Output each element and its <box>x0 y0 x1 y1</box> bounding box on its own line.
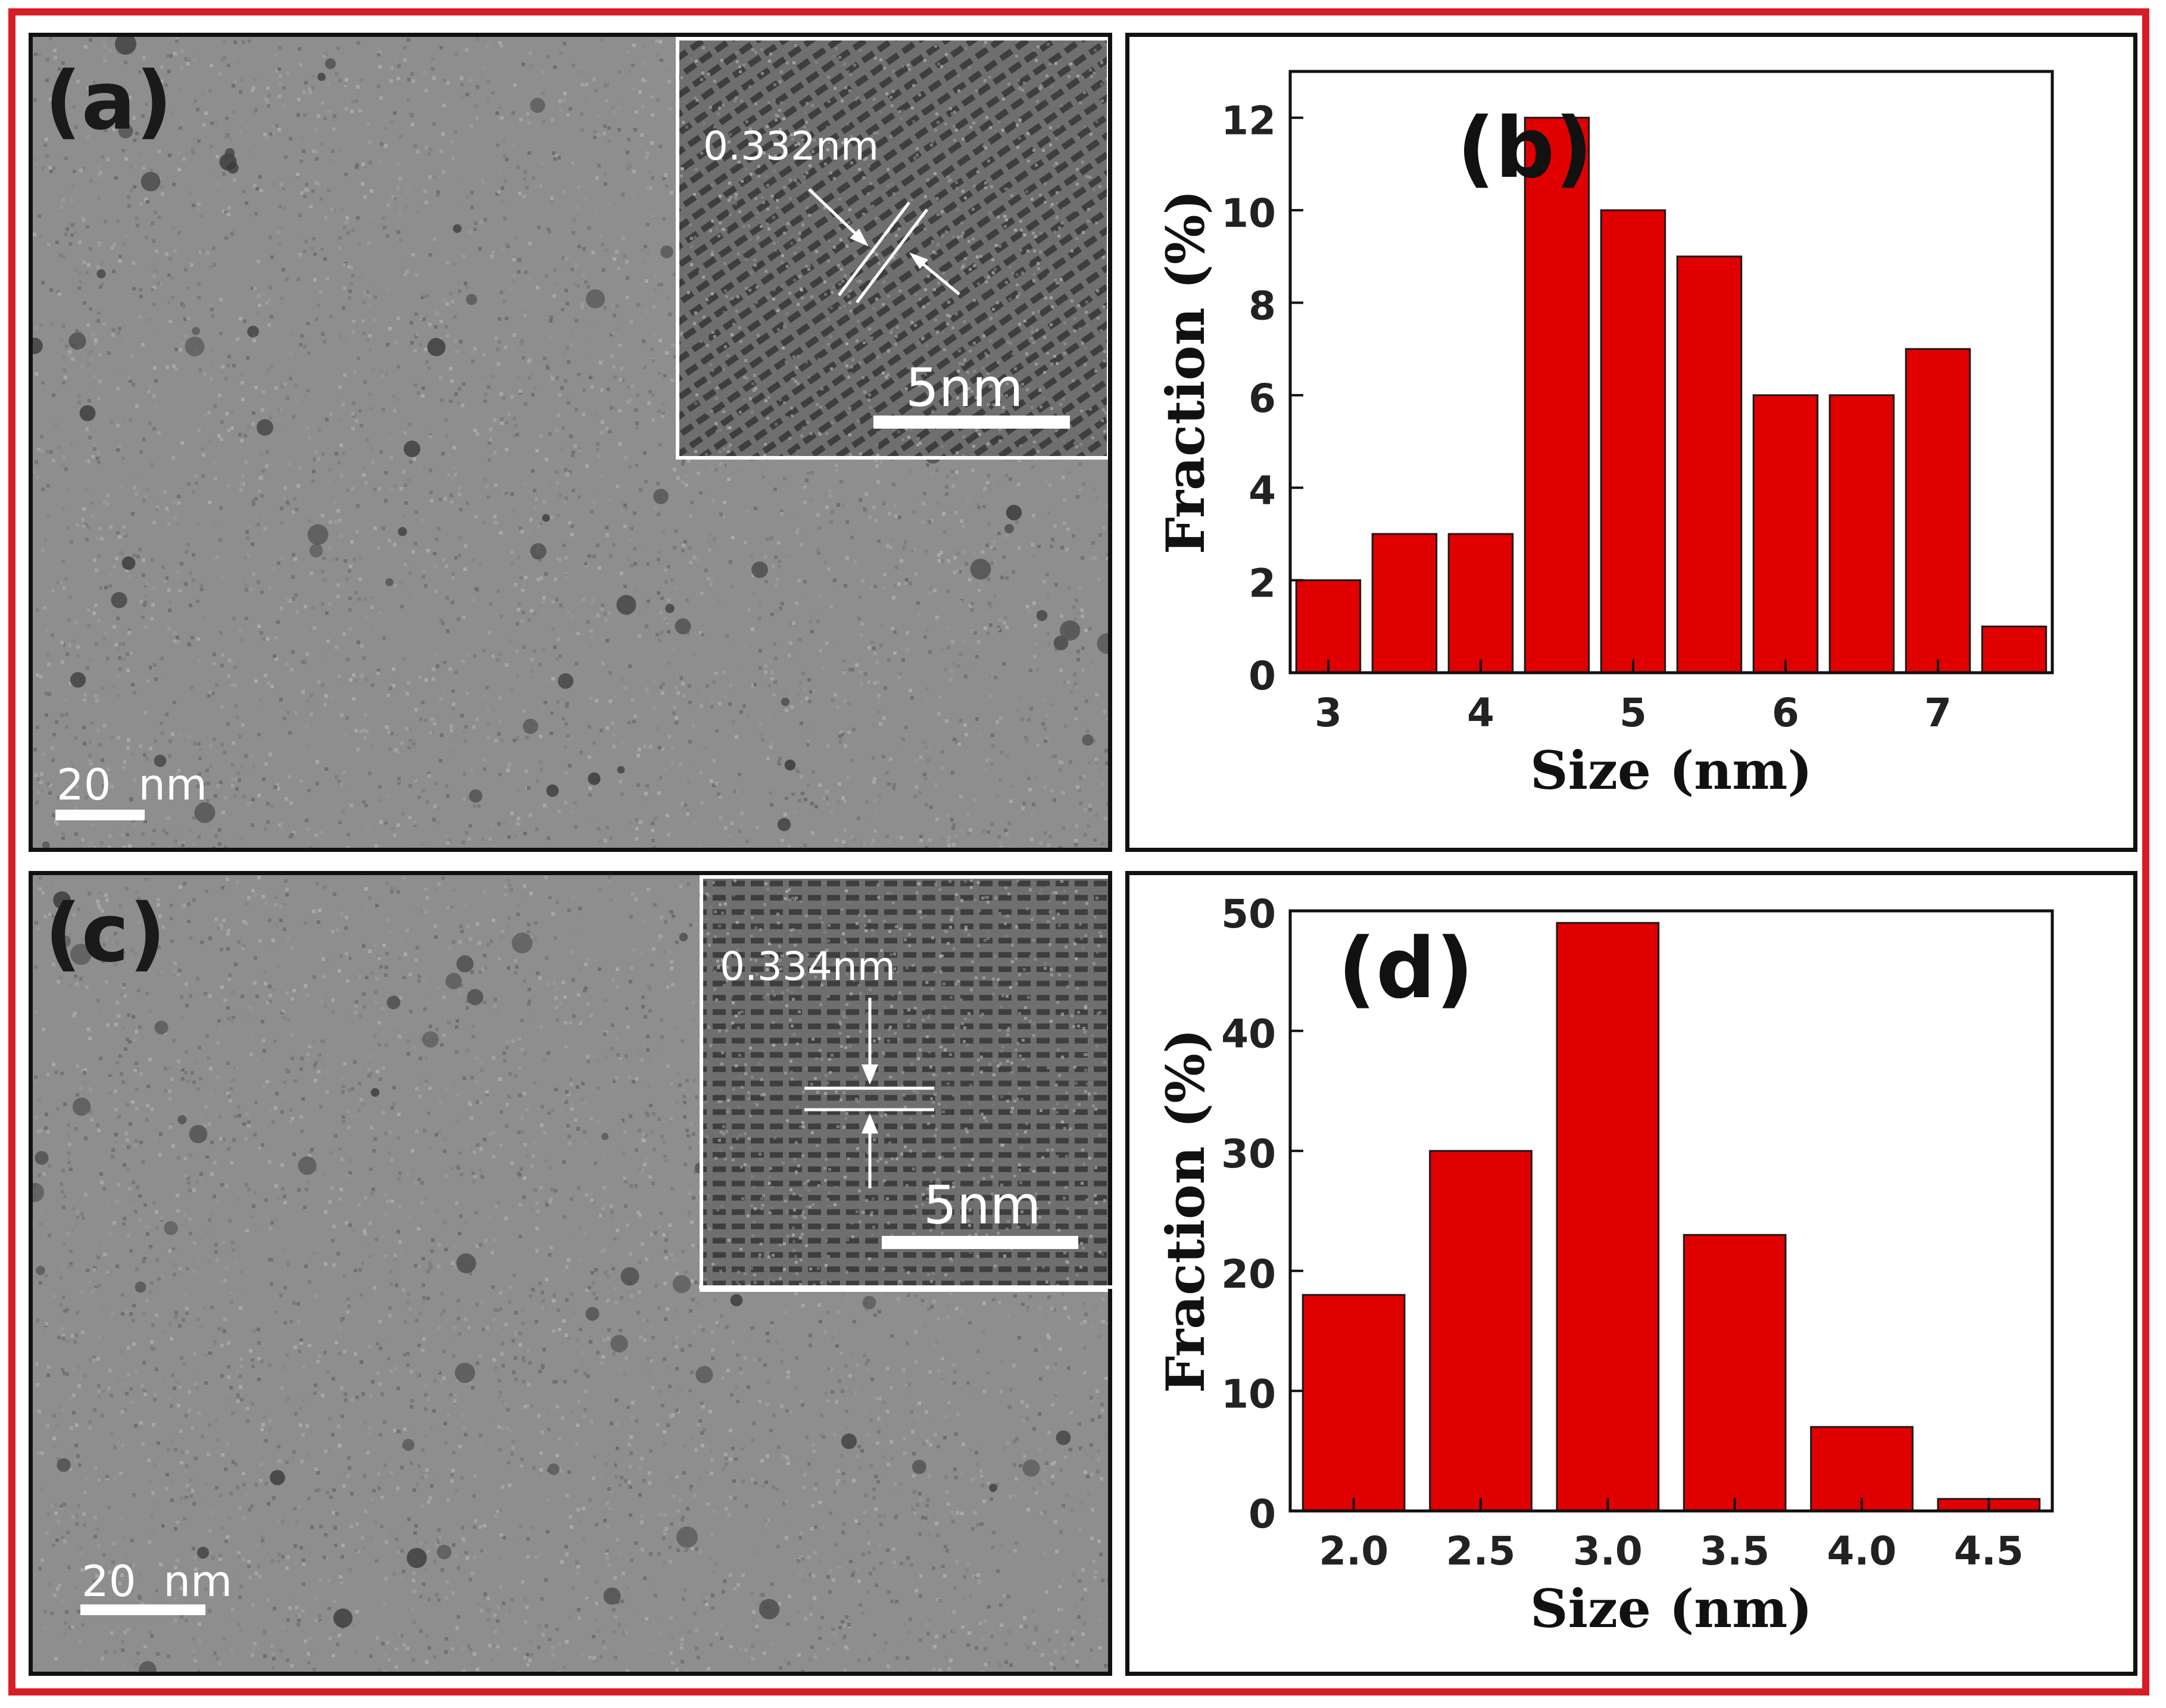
panel-c-scale-label: 20 nm <box>82 1556 233 1606</box>
panel-a-scale-bar <box>55 810 145 820</box>
histogram-bar <box>1752 394 1819 674</box>
x-tick-label: 3 <box>1315 690 1342 736</box>
x-tick-label: 3.0 <box>1573 1528 1643 1574</box>
inset-a-scale-label: 5nm <box>906 357 1023 419</box>
y-tick-label: 4 <box>1249 468 1276 514</box>
inset-c-scale-label: 5nm <box>923 1175 1041 1236</box>
y-tick-label: 2 <box>1249 561 1276 607</box>
x-axis-label: Size (nm) <box>1530 1578 1812 1640</box>
x-axis-label: Size (nm) <box>1530 739 1812 801</box>
y-tick-label: 8 <box>1249 283 1276 329</box>
y-tick-label: 20 <box>1221 1251 1276 1297</box>
panel-d-histogram: 2.0 2.5 3.0 3.5 4.0 4.5 0 10 20 30 40 50 Size (nm) Fr… <box>1125 871 2137 1676</box>
figure-frame <box>8 8 2149 1695</box>
x-tick-label: 2.5 <box>1446 1528 1516 1574</box>
y-tick-label: 6 <box>1249 376 1276 421</box>
inset-connector-line <box>699 1285 1128 1289</box>
x-tick-label: 4.0 <box>1827 1528 1897 1574</box>
y-tick-label: 50 <box>1221 891 1276 937</box>
histogram-bar <box>1556 922 1660 1512</box>
x-tick-label: 3.5 <box>1700 1528 1769 1574</box>
histogram-bar <box>1371 533 1438 674</box>
panel-a-hrtem-inset: 0.332nm 5nm <box>676 37 1108 460</box>
x-tick-label: 2.0 <box>1319 1528 1388 1574</box>
inset-a-spacing-label: 0.332nm <box>703 123 879 169</box>
histogram-bar <box>1429 1150 1533 1512</box>
inset-c-lattice <box>703 879 1108 1288</box>
histogram-bar <box>1295 579 1362 674</box>
panel-c-label: (c) <box>45 886 166 980</box>
panel-b-histogram: 3 4 5 6 7 0 2 4 6 8 10 12 Size (nm) Fraction (%) (b) <box>1125 33 2137 852</box>
inset-c-scale-bar <box>882 1236 1078 1249</box>
y-tick-label: 40 <box>1221 1011 1276 1057</box>
inset-a-arrows <box>808 188 960 304</box>
chart-d-svg: 2.0 2.5 3.0 3.5 4.0 4.5 0 10 20 30 40 50 Size (nm) Fr… <box>1154 891 2054 1640</box>
panel-c-tem-image: (c) 20 nm 0.334nm 5nm <box>29 871 1112 1676</box>
plot-frame <box>1288 909 2054 1513</box>
y-axis-label: Fraction (%) <box>1154 1029 1216 1393</box>
panel-a-tem-image: (a) 20 nm 0.332nm 5nm <box>29 33 1112 852</box>
histogram-bar <box>1981 625 2048 674</box>
x-tick-label: 4 <box>1467 690 1494 736</box>
lattice-group <box>703 879 1108 1288</box>
inset-c-arrows <box>804 998 934 1188</box>
histogram-bar <box>1683 1234 1787 1512</box>
histogram-bar <box>1676 255 1743 674</box>
panel-label: (d) <box>1338 920 1474 1017</box>
y-tick-label: 12 <box>1221 98 1276 144</box>
chart-b-svg: 3 4 5 6 7 0 2 4 6 8 10 12 Size (nm) Fraction (%) (b) <box>1154 70 2054 801</box>
y-tick-label: 10 <box>1221 1371 1276 1417</box>
histogram-bar <box>1447 533 1514 674</box>
plot-frame <box>1288 70 2054 675</box>
inset-a-lattice <box>679 40 1107 456</box>
histogram-bar <box>1905 348 1971 674</box>
panel-a-label: (a) <box>45 54 173 148</box>
y-tick-label: 0 <box>1249 1491 1276 1537</box>
inset-c-spacing-label: 0.334nm <box>720 944 896 989</box>
x-tick-label: 6 <box>1772 690 1799 736</box>
y-tick-label: 30 <box>1221 1131 1276 1177</box>
x-tick-label: 5 <box>1619 690 1647 736</box>
panel-c-scale-bar <box>80 1604 205 1615</box>
histogram-bar <box>1524 117 1590 674</box>
panel-c-hrtem-inset: 0.334nm 5nm <box>700 875 1108 1292</box>
inset-a-scale-bar <box>873 416 1070 429</box>
panel-a-scale-label: 20 nm <box>57 760 208 810</box>
x-tick-label: 4.5 <box>1954 1528 2024 1574</box>
y-axis-label: Fraction (%) <box>1154 190 1216 554</box>
y-tick-label: 0 <box>1249 653 1276 699</box>
lattice-group <box>679 40 1107 456</box>
panel-label: (b) <box>1457 100 1593 197</box>
histogram-bar <box>1600 209 1666 674</box>
histogram-bar <box>1828 394 1895 674</box>
x-tick-label: 7 <box>1924 690 1952 736</box>
histogram-bar <box>1302 1294 1406 1512</box>
y-tick-label: 10 <box>1221 191 1276 236</box>
